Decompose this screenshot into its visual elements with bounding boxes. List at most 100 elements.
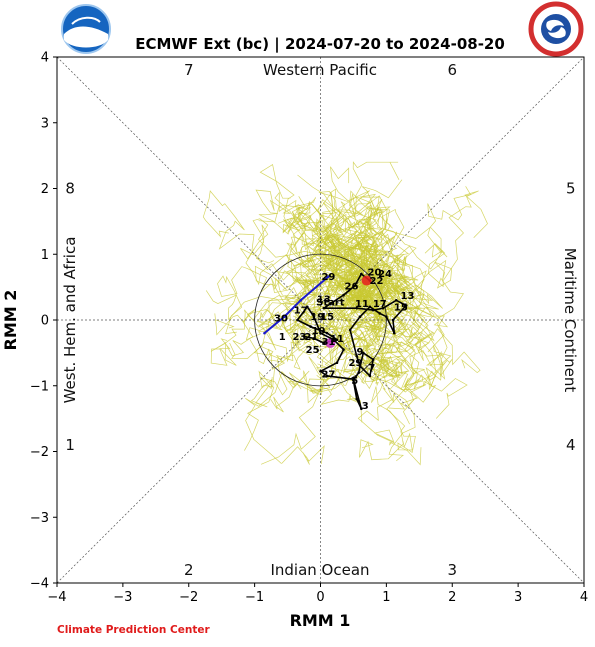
ensemble-member-line bbox=[380, 186, 472, 273]
forecast-day-label: 3 bbox=[362, 401, 369, 412]
forecast-point bbox=[342, 293, 345, 297]
forecast-day-label: 9 bbox=[357, 347, 364, 358]
y-tick-label: 3 bbox=[41, 116, 49, 131]
ensemble-member-line bbox=[259, 164, 366, 291]
forecast-day-label: 21 bbox=[304, 332, 318, 343]
y-tick-label: 1 bbox=[41, 248, 49, 263]
forecast-point bbox=[335, 361, 339, 365]
forecast-point bbox=[378, 312, 382, 315]
ensemble-member-line bbox=[343, 206, 410, 275]
forecast-point bbox=[391, 318, 395, 322]
forecast-series-line bbox=[296, 273, 407, 410]
ensemble-member-line bbox=[334, 263, 389, 382]
forecast-point bbox=[368, 374, 372, 378]
ensemble-member-line bbox=[245, 270, 371, 465]
forecast-day-label: 11 bbox=[330, 334, 344, 345]
forecast-day-label: 17 bbox=[373, 299, 387, 310]
phase-number: 7 bbox=[184, 61, 194, 79]
forecast-day-label: 5 bbox=[351, 376, 358, 387]
forecast-point bbox=[404, 304, 408, 307]
phase-number: 4 bbox=[566, 436, 576, 454]
forecast-day-label: 26 bbox=[345, 281, 359, 292]
region-label-left: West. Hem. and Africa bbox=[61, 237, 79, 404]
forecast-point bbox=[358, 315, 362, 319]
phase-guides bbox=[56, 56, 585, 584]
ensemble-member-line bbox=[313, 219, 387, 284]
observed-day-label: 29 bbox=[321, 272, 335, 283]
forecast-point bbox=[296, 318, 299, 322]
ensemble-members bbox=[202, 161, 488, 466]
forecast-point bbox=[368, 305, 372, 309]
y-axis-label: RMM 2 bbox=[1, 290, 20, 351]
forecast-point bbox=[319, 369, 322, 373]
y-tick-label: −2 bbox=[30, 445, 49, 460]
forecast-point bbox=[302, 335, 306, 338]
forecast-point bbox=[322, 341, 326, 345]
region-label-top: Western Pacific bbox=[263, 61, 377, 79]
ensemble-member-line bbox=[214, 271, 374, 336]
x-tick-label: −1 bbox=[245, 590, 264, 605]
forecast-point bbox=[371, 358, 375, 361]
x-axis-label: RMM 1 bbox=[290, 611, 351, 630]
forecast-point bbox=[381, 306, 385, 310]
forecast-day-label: 17 bbox=[294, 306, 308, 317]
ensemble-member-line bbox=[279, 268, 384, 367]
ensemble-member-line bbox=[359, 206, 420, 314]
forecast-point bbox=[358, 364, 362, 368]
x-tick-label: −2 bbox=[179, 590, 198, 605]
y-tick-label: −1 bbox=[30, 379, 49, 394]
forecast-point bbox=[355, 397, 359, 401]
observed-point bbox=[327, 275, 330, 278]
ensemble-member-line bbox=[332, 193, 383, 271]
forecast-point bbox=[348, 328, 352, 332]
forecast-point bbox=[360, 407, 363, 411]
forecast-point bbox=[353, 284, 357, 288]
x-tick-label: 2 bbox=[448, 590, 456, 605]
ensemble-member-line bbox=[319, 264, 407, 347]
x-tick-label: 4 bbox=[580, 590, 588, 605]
ensemble-member-line bbox=[294, 252, 358, 348]
forecast-day-label: 30 bbox=[274, 314, 288, 325]
y-tick-label: 4 bbox=[41, 51, 49, 66]
forecast-day-label: 22 bbox=[370, 276, 384, 287]
ensemble-member-line bbox=[338, 232, 390, 302]
ensemble-member-line bbox=[362, 285, 416, 453]
nws-logo bbox=[528, 1, 584, 57]
forecast-point bbox=[306, 305, 309, 309]
ensemble-member-line bbox=[323, 229, 379, 297]
forecast-day-label: 20 bbox=[368, 268, 382, 279]
forecast-day-label: 13 bbox=[400, 291, 414, 302]
forecast-point bbox=[342, 348, 345, 351]
ensemble-member-line bbox=[245, 235, 376, 334]
forecast-point bbox=[355, 306, 359, 310]
forecast-day-label: 19 bbox=[312, 326, 326, 337]
ensemble-member-line bbox=[217, 266, 351, 335]
x-tick-label: 3 bbox=[514, 590, 522, 605]
forecast-day-label: 27 bbox=[321, 369, 335, 380]
ensemble-member-line bbox=[357, 277, 422, 466]
phase-number: 1 bbox=[65, 436, 75, 454]
ensemble-member-line bbox=[319, 258, 426, 338]
forecast-point bbox=[357, 371, 361, 374]
ensemble-member-line bbox=[229, 258, 359, 359]
diagonal-line bbox=[56, 56, 585, 584]
amplitude-one-circle bbox=[254, 253, 387, 387]
ensemble-member-line bbox=[320, 279, 370, 406]
forecast-day-label: Start bbox=[316, 298, 345, 309]
forecast-point bbox=[325, 374, 329, 378]
forecast-day-label: 15 bbox=[320, 312, 334, 323]
forecast-point bbox=[312, 315, 316, 319]
forecast-point bbox=[352, 377, 355, 381]
forecast-day-label: 23 bbox=[292, 332, 306, 343]
credit-text: Climate Prediction Center bbox=[57, 624, 210, 636]
observed-point bbox=[282, 315, 286, 319]
ensemble-member-line bbox=[356, 295, 420, 461]
forecast-day-label: 29 bbox=[348, 358, 362, 369]
region-label-right: Maritime Continent bbox=[561, 248, 579, 393]
phase-number: 2 bbox=[184, 561, 194, 579]
y-tick-label: 2 bbox=[41, 182, 49, 197]
ensemble-member-line bbox=[356, 275, 410, 381]
forecast-day-label: 15 bbox=[394, 302, 408, 313]
chart-title: ECMWF Ext (bc) | 2024-07-20 to 2024-08-2… bbox=[135, 35, 505, 54]
